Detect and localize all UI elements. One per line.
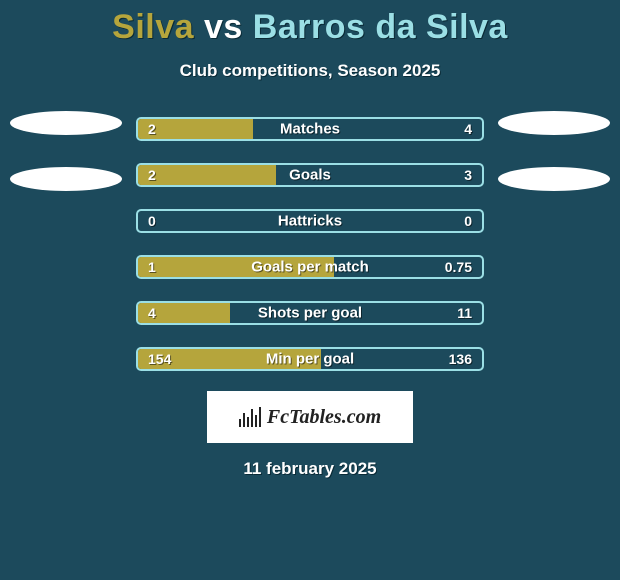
bar-chart-icon: [239, 407, 261, 427]
stat-bar: 154Min per goal136: [136, 347, 484, 371]
stat-value-right: 136: [449, 351, 472, 367]
stat-bar-fill: [138, 303, 230, 323]
player2-avatar: [498, 111, 610, 135]
stat-bar-fill: [138, 349, 321, 369]
stat-bar: 4Shots per goal11: [136, 301, 484, 325]
vs-label: vs: [204, 8, 243, 46]
comparison-content: 2Matches4 2Goals3 0Hattricks0 1Goals per ma…: [0, 117, 620, 371]
player1-name: Silva: [112, 8, 194, 46]
stat-bar-fill: [138, 165, 276, 185]
stat-value-right: 0: [464, 213, 472, 229]
stat-bar-fill: [138, 257, 334, 277]
stat-value-right: 11: [457, 305, 472, 321]
stat-value-right: 0.75: [445, 259, 472, 275]
player2-name: Barros da Silva: [253, 8, 508, 46]
player2-avatar-column: [494, 111, 614, 191]
stat-value-left: 0: [148, 213, 156, 229]
player2-club-badge: [498, 167, 610, 191]
player1-avatar: [10, 111, 122, 135]
stat-value-right: 3: [464, 167, 472, 183]
player1-avatar-column: [6, 111, 126, 191]
stat-bar: 1Goals per match0.75: [136, 255, 484, 279]
subtitle: Club competitions, Season 2025: [0, 61, 620, 81]
stat-bar: 2Goals3: [136, 163, 484, 187]
stat-label: Hattricks: [138, 213, 482, 230]
player1-club-badge: [10, 167, 122, 191]
brand-badge[interactable]: FcTables.com: [207, 391, 413, 443]
stat-bar: 2Matches4: [136, 117, 484, 141]
stat-bar-fill: [138, 119, 253, 139]
stat-bars: 2Matches4 2Goals3 0Hattricks0 1Goals per ma…: [136, 117, 484, 371]
stat-value-right: 4: [464, 121, 472, 137]
stat-bar: 0Hattricks0: [136, 209, 484, 233]
date-label: 11 february 2025: [0, 459, 620, 479]
page-title: Silva vs Barros da Silva: [0, 0, 620, 47]
brand-text: FcTables.com: [267, 406, 381, 429]
